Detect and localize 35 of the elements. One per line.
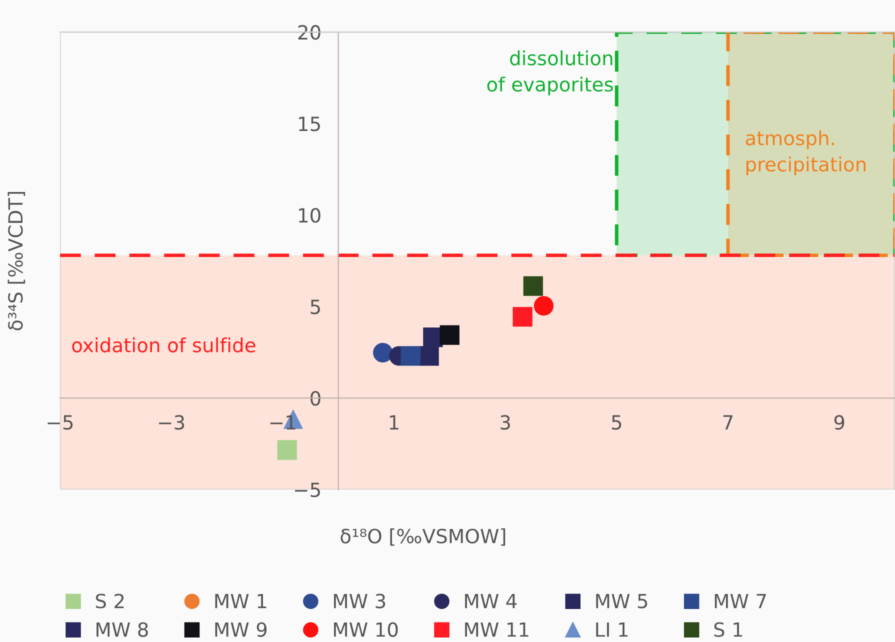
legend-label: MW 4 (465, 594, 517, 608)
legend-label: S 1 (714, 622, 742, 637)
x-tick-label: 5 (612, 415, 622, 430)
point (373, 342, 393, 362)
point (277, 440, 297, 460)
legend-label: MW 7 (714, 594, 766, 608)
y-tick-label: 5 (310, 300, 320, 314)
point (400, 346, 420, 366)
legend-label: MW 9 (215, 622, 267, 637)
y-tick-label: −5 (295, 482, 320, 498)
legend-label: MW 11 (465, 622, 528, 637)
point (512, 306, 532, 327)
legend-label: S 2 (96, 594, 124, 608)
x-axis-title: δ¹⁸O [‰VSMOW] (340, 528, 506, 546)
legend-label: MW 8 (96, 622, 148, 637)
x-tick-label: −3 (159, 415, 184, 430)
y-axis-title: δ³⁴S [‰VCDT] (8, 192, 26, 330)
band-label: atmosph. precipitation (746, 130, 866, 176)
y-tick-label: 15 (299, 116, 320, 132)
x-tick-label: −5 (48, 415, 73, 430)
x-tick-label: 9 (834, 415, 844, 430)
x-tick-label: 1 (390, 415, 398, 430)
legend-label: MW 3 (334, 594, 386, 608)
y-tick-label: 10 (299, 208, 320, 223)
band-label: oxidation of sulfide (72, 337, 256, 352)
point (523, 276, 543, 296)
legend-label: LI 1 (596, 622, 628, 637)
point (440, 325, 460, 345)
legend-label: MW 10 (334, 622, 398, 637)
x-tick-label: 7 (723, 415, 733, 430)
band-label: dissolution of evaporites (487, 50, 613, 96)
x-tick-label: 3 (500, 415, 510, 430)
legend-label: MW 5 (596, 594, 648, 608)
point (534, 296, 554, 316)
legend-label: MW 1 (215, 594, 266, 608)
